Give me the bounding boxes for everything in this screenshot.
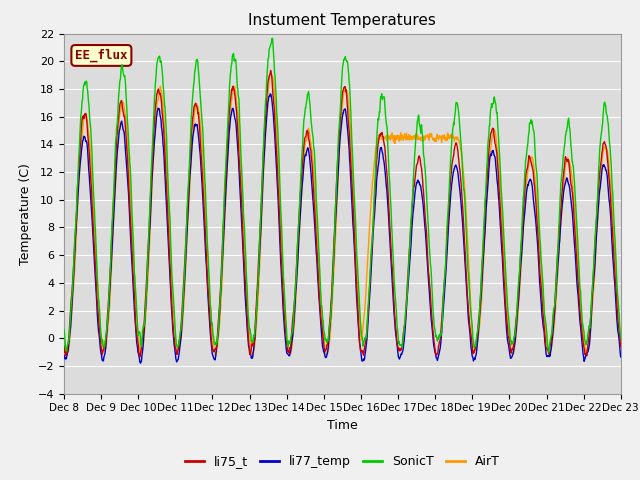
- Title: Instument Temperatures: Instument Temperatures: [248, 13, 436, 28]
- li77_temp: [246, 351, 254, 357]
- li75_t: [617, 344, 625, 350]
- li75_t: [502, 312, 510, 318]
- SonicT: [246, 326, 254, 332]
- AirT: [617, 337, 625, 343]
- li75_t: [184, 192, 192, 198]
- Line: AirT: AirT: [64, 74, 621, 356]
- Text: EE_flux: EE_flux: [75, 49, 127, 62]
- li77_temp: [617, 354, 625, 360]
- AirT: [170, 317, 178, 323]
- AirT: [502, 293, 510, 299]
- Line: SonicT: SonicT: [64, 38, 621, 352]
- SonicT: [60, 326, 68, 332]
- X-axis label: Time: Time: [327, 419, 358, 432]
- li75_t: [60, 343, 68, 349]
- AirT: [552, 309, 559, 314]
- SonicT: [552, 295, 559, 301]
- AirT: [184, 219, 191, 225]
- SonicT: [502, 272, 509, 277]
- SonicT: [617, 335, 625, 341]
- li75_t: [552, 291, 559, 297]
- li77_temp: [137, 360, 145, 366]
- SonicT: [545, 349, 553, 355]
- li75_t: [429, 333, 437, 338]
- li77_temp: [552, 298, 559, 304]
- AirT: [249, 353, 257, 359]
- li77_temp: [266, 91, 274, 97]
- li75_t: [267, 68, 275, 73]
- li75_t: [246, 349, 254, 355]
- AirT: [60, 335, 68, 341]
- li77_temp: [184, 206, 192, 212]
- li75_t: [136, 354, 144, 360]
- SonicT: [429, 310, 437, 315]
- li77_temp: [171, 345, 179, 350]
- li77_temp: [502, 323, 510, 329]
- li77_temp: [429, 341, 437, 347]
- Legend: li75_t, li77_temp, SonicT, AirT: li75_t, li77_temp, SonicT, AirT: [180, 450, 505, 473]
- Line: li75_t: li75_t: [64, 71, 621, 357]
- li77_temp: [60, 352, 68, 358]
- AirT: [246, 338, 254, 344]
- AirT: [266, 71, 274, 77]
- SonicT: [269, 36, 276, 41]
- li75_t: [171, 340, 179, 346]
- Line: li77_temp: li77_temp: [64, 94, 621, 363]
- SonicT: [170, 309, 178, 315]
- AirT: [429, 137, 437, 143]
- SonicT: [184, 190, 191, 196]
- Y-axis label: Temperature (C): Temperature (C): [19, 163, 32, 264]
